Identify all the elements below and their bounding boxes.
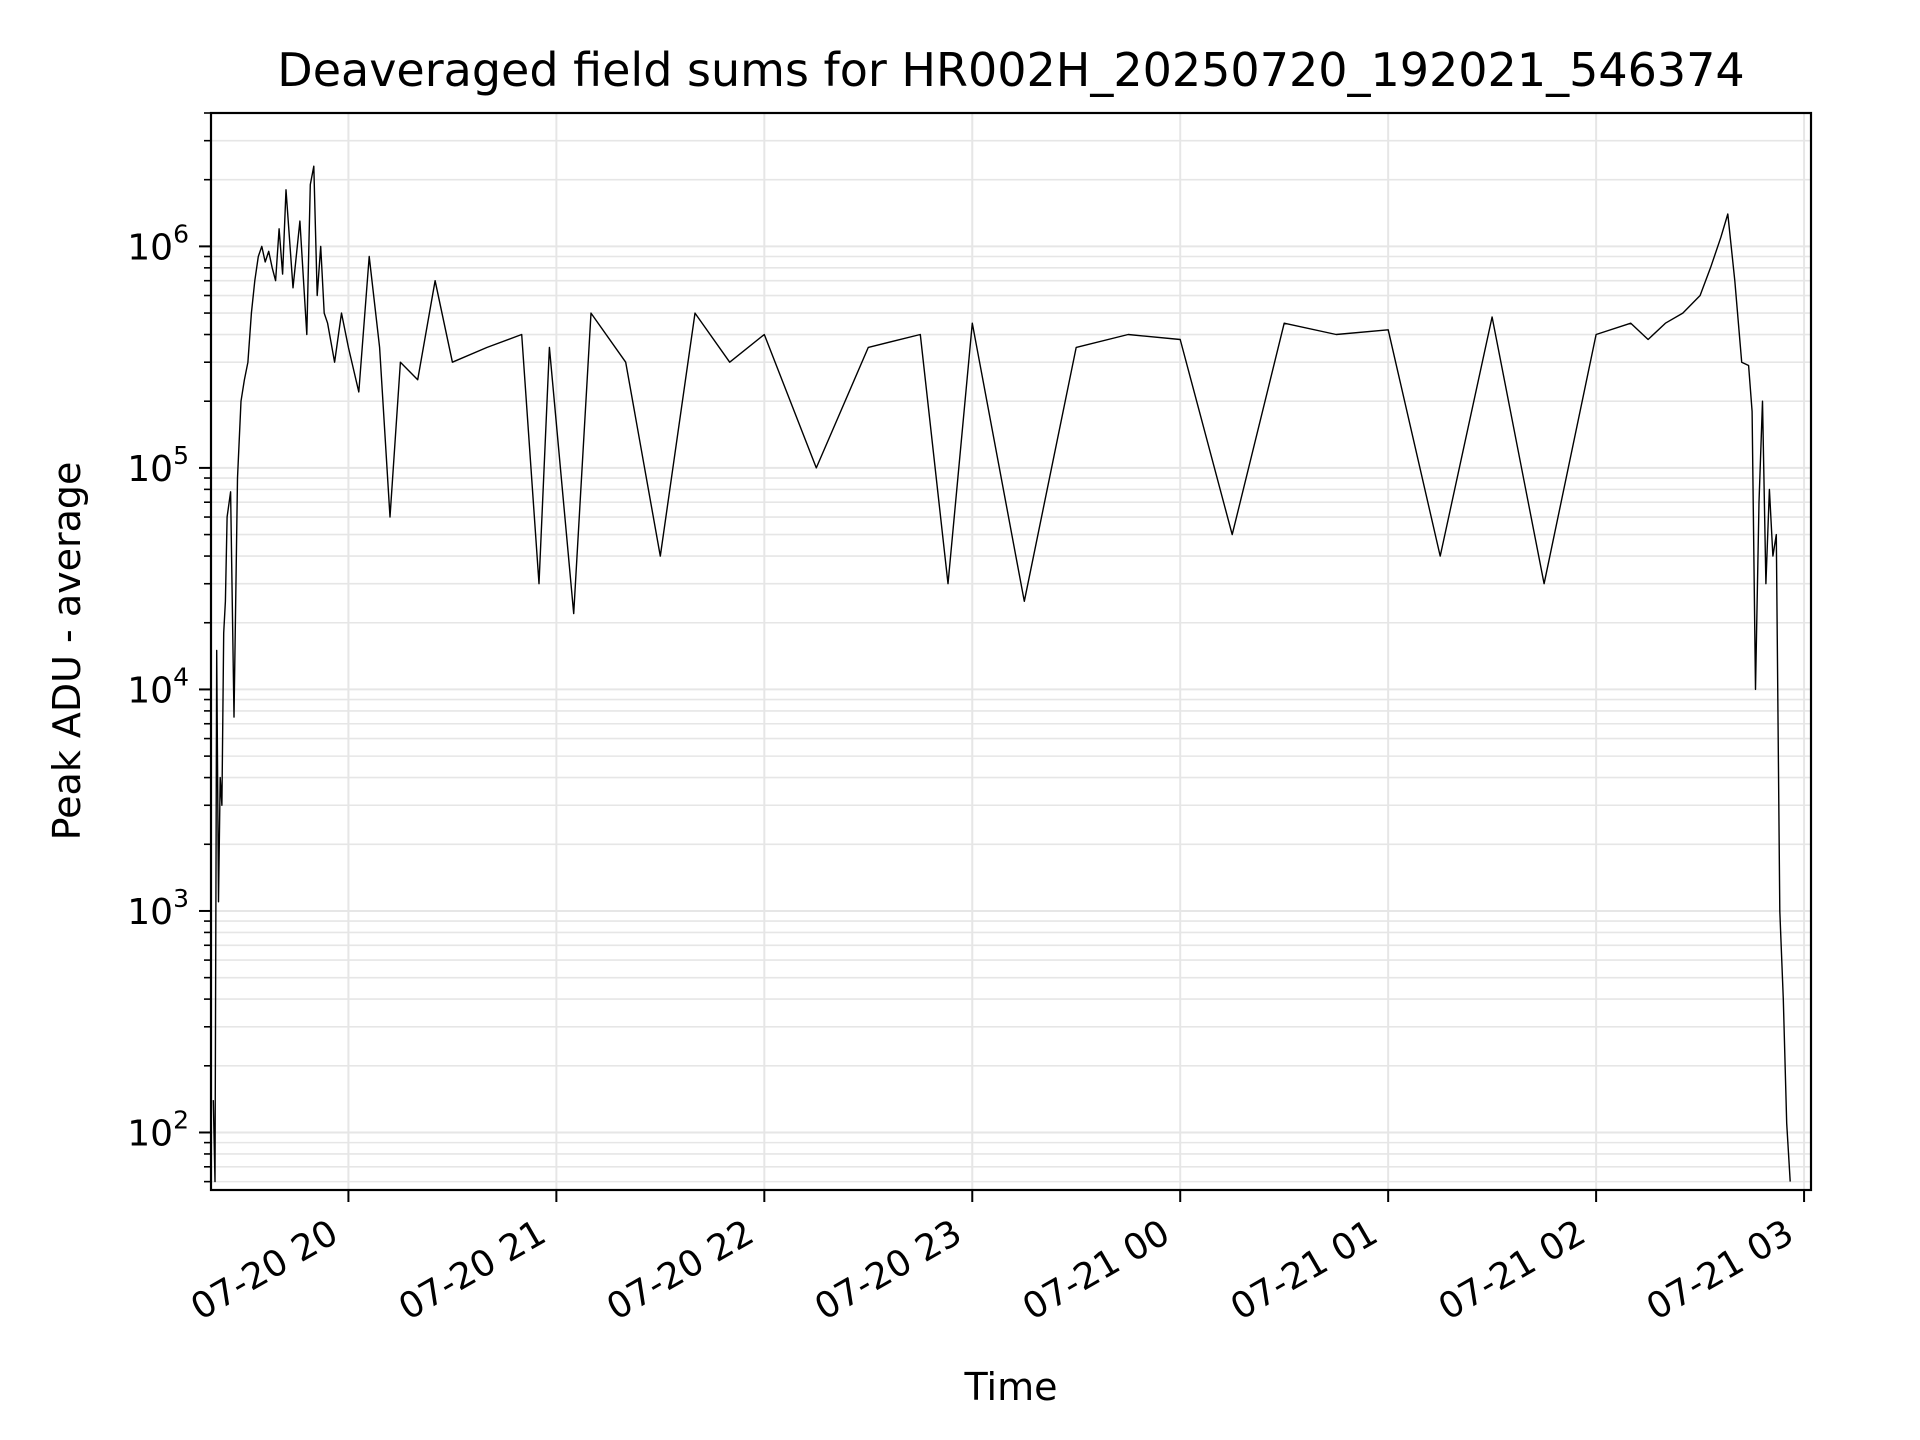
y-tick-label: 102 (127, 1105, 189, 1154)
x-tick-label: 07-21 03 (1640, 1212, 1801, 1328)
y-axis-label: Peak ADU - average (45, 462, 89, 841)
x-tick-label: 07-20 23 (808, 1212, 969, 1328)
chart-title: Deaveraged field sums for HR002H_2025072… (277, 43, 1744, 97)
y-axis: 102 103 104 105 106 (127, 112, 211, 1183)
y-tick-label: 103 (127, 884, 189, 933)
y-tick-label: 105 (127, 441, 189, 490)
x-tick-label: 07-21 02 (1432, 1212, 1593, 1328)
x-axis-label: Time (964, 1365, 1058, 1409)
plot-area-frame (209, 111, 1813, 1192)
x-tick-label: 07-21 01 (1224, 1212, 1385, 1328)
x-axis: 07-20 20 07-20 21 07-20 22 07-20 23 07-21 00… (184, 1190, 1806, 1329)
series-line-group (212, 165, 1791, 1183)
y-tick-label: 104 (127, 662, 189, 711)
grid (211, 112, 1811, 1190)
x-tick-label: 07-20 22 (600, 1212, 761, 1328)
y-tick-label: 106 (127, 219, 189, 268)
series-line (212, 165, 1791, 1183)
x-tick-label: 07-20 21 (392, 1212, 553, 1328)
x-tick-label: 07-21 00 (1016, 1212, 1177, 1328)
x-tick-label: 07-20 20 (184, 1212, 345, 1328)
